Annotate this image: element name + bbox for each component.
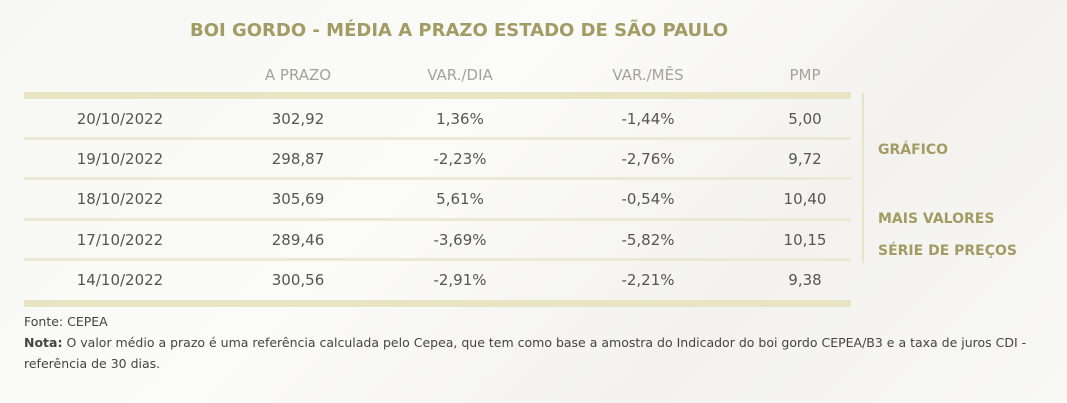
table-cell: 9,38 [788,271,822,289]
table-cell: 20/10/2022 [76,110,164,128]
note-label: Nota: [24,335,63,350]
table-cell: 10,40 [783,190,827,208]
column-header: VAR./MÊS [612,66,684,84]
table-cell: 5,61% [436,190,484,208]
table-cell: -1,44% [621,110,675,128]
column-header: VAR./DIA [427,66,493,84]
table-cell: 300,56 [271,271,325,289]
table-cell: 1,36% [436,110,484,128]
title: BOI GORDO - MÉDIA A PRAZO ESTADO DE SÃO … [190,20,729,41]
table-cell: 19/10/2022 [76,150,164,168]
note-text: O valor médio a prazo é uma referência c… [24,335,1027,371]
column-header: A PRAZO [264,66,332,84]
side-link[interactable]: GRÁFICO [878,142,949,158]
row-separator [24,258,851,261]
table-cell: -3,69% [433,231,487,249]
table-cell: -5,82% [621,231,675,249]
table-cell: 14/10/2022 [76,271,164,289]
divider [862,93,864,263]
table-cell: 302,92 [271,110,325,128]
side-link[interactable]: MAIS VALORES [878,211,995,227]
table-bottom-bar [24,300,851,307]
table-cell: 17/10/2022 [76,231,164,249]
table-cell: -2,91% [433,271,487,289]
column-header: PMP [789,66,821,84]
table-cell: -2,21% [621,271,675,289]
table-cell: -2,23% [433,150,487,168]
table-cell: 305,69 [271,190,325,208]
table-cell: 18/10/2022 [76,190,164,208]
source: Fonte: CEPEA [24,314,108,329]
table-cell: 10,15 [783,231,827,249]
table-cell: 9,72 [788,150,822,168]
table-cell: 5,00 [788,110,822,128]
note: Nota: O valor médio a prazo é uma referê… [24,332,1049,374]
table-cell: 289,46 [271,231,325,249]
row-separator [24,218,851,221]
table-cell: 298,87 [271,150,325,168]
table-top-bar [24,92,851,99]
table-cell: -2,76% [621,150,675,168]
row-separator [24,137,851,140]
side-link[interactable]: SÉRIE DE PREÇOS [878,243,1017,259]
table-cell: -0,54% [621,190,675,208]
row-separator [24,177,851,180]
